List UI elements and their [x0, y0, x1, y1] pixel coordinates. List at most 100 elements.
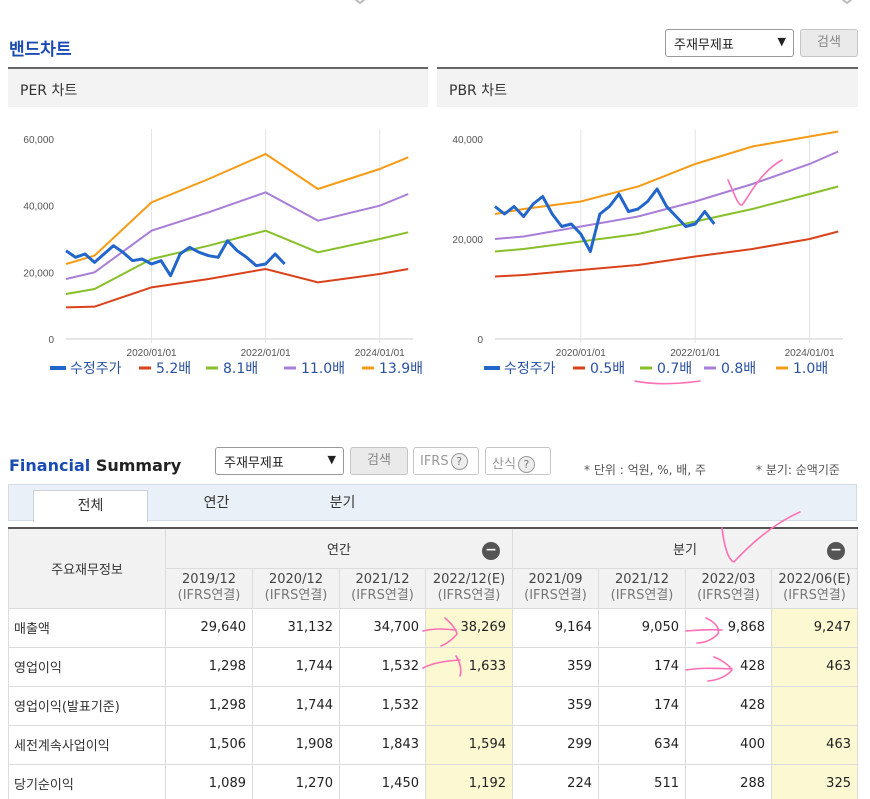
group-quarter-label: 분기 [673, 542, 697, 558]
chevron-down-icon: ▼ [777, 35, 786, 48]
row-label[interactable]: 세전계속사업이익 [8, 724, 166, 765]
table-row: 영업이익 1,298 1,744 1,532 1,633 359 174 428 463 [8, 646, 858, 687]
chevron-down-icon: ▼ [327, 453, 336, 466]
legend-label: 수정주가 [504, 361, 556, 377]
table-cell: 463 [771, 646, 858, 687]
column-basis: (IFRS연결) [610, 588, 674, 603]
table-cell: 9,164 [512, 607, 599, 648]
table-cell: 1,270 [252, 763, 340, 799]
band-line-2 [494, 185, 839, 253]
table-cell [425, 685, 513, 726]
column-period: 2021/12 [614, 572, 669, 587]
row-header: 주요재무정보 [8, 527, 166, 609]
table-cell: 1,532 [339, 646, 426, 687]
help-icon: ? [517, 456, 535, 473]
x-tick-label: 2024/01/01 [785, 348, 835, 359]
x-tick-label: 2022/01/01 [241, 348, 291, 359]
table-cell: 359 [512, 685, 599, 726]
column-basis: (IFRS연결) [177, 588, 241, 603]
row-label[interactable]: 당기순이익 [8, 763, 166, 799]
formula-button[interactable]: 산식? [485, 447, 551, 475]
table-cell: 1,532 [339, 685, 426, 726]
table-cell: 29,640 [165, 607, 253, 648]
row-label[interactable]: 매출액 [8, 607, 166, 648]
band-line-4 [494, 130, 839, 215]
legend-label: 13.9배 [379, 361, 423, 377]
column-header: 2022/06(E) (IFRS연결) [771, 567, 858, 609]
collapse-quarter-icon[interactable]: − [827, 542, 845, 560]
band-line-2 [65, 229, 409, 295]
pbr-chart-title: PBR 차트 [437, 67, 858, 107]
table-row: 당기순이익 1,089 1,270 1,450 1,192 224 511 288 325 [8, 763, 858, 799]
table-cell: 1,192 [425, 763, 513, 799]
legend-label: 1.0배 [793, 361, 828, 377]
column-basis: (IFRS연결) [697, 588, 760, 603]
table-cell: 428 [685, 685, 772, 726]
band-chart-title: 밴드차트 [9, 40, 72, 60]
band-line-4 [65, 152, 409, 265]
group-annual: 연간 − [165, 527, 513, 569]
column-period: 2021/12 [355, 572, 410, 587]
fs-title-b: Summary [95, 456, 182, 475]
column-period: 2021/09 [528, 572, 583, 587]
table-cell: 1,633 [425, 646, 513, 687]
table-row: 세전계속사업이익 1,506 1,908 1,843 1,594 299 634 400 463 [8, 724, 858, 765]
table-cell: 174 [598, 685, 686, 726]
table-cell: 463 [771, 724, 858, 765]
collapse-annual-icon[interactable]: − [482, 542, 500, 560]
column-header: 2019/12 (IFRS연결) [165, 567, 253, 609]
legend-label: 0.7배 [657, 361, 692, 377]
tab-all[interactable]: 전체 [33, 490, 148, 522]
price-line [65, 239, 286, 278]
table-cell: 299 [512, 724, 599, 765]
table-cell: 9,247 [771, 607, 858, 648]
y-tick-label: 40,000 [23, 202, 54, 213]
y-tick-label: 20,000 [23, 268, 54, 279]
legend-label: 0.8배 [721, 361, 756, 377]
table-cell: 224 [512, 763, 599, 799]
tab-quarterly[interactable]: 분기 [329, 495, 356, 511]
band-select-value: 주재무제표 [674, 38, 734, 53]
x-tick-label: 2024/01/01 [355, 348, 405, 359]
column-basis: (IFRS연결) [264, 588, 328, 603]
table-row: 매출액 29,640 31,132 34,700 38,269 9,164 9,050 9,8… [8, 607, 858, 648]
ifrs-button[interactable]: IFRS? [413, 447, 479, 475]
y-tick-label: 20,000 [452, 235, 483, 246]
legend-label: 5.2배 [156, 361, 191, 377]
legend-label: 8.1배 [223, 361, 258, 377]
table-cell: 1,744 [252, 646, 340, 687]
table-cell: 9,868 [685, 607, 772, 648]
table-cell: 1,089 [165, 763, 253, 799]
column-basis: (IFRS연결) [524, 588, 587, 603]
formula-label: 산식 [492, 457, 516, 472]
y-tick-label: 0 [48, 335, 54, 346]
table-cell: 34,700 [339, 607, 426, 648]
row-label[interactable]: 영업이익(발표기준) [8, 685, 166, 726]
table-cell: 1,506 [165, 724, 253, 765]
column-basis: (IFRS연결) [351, 588, 414, 603]
fs-statement-select[interactable]: 주재무제표 ▼ [215, 447, 344, 475]
band-statement-select[interactable]: 주재무제표 ▼ [665, 29, 794, 57]
column-basis: (IFRS연결) [783, 588, 846, 603]
tab-annual[interactable]: 연간 [203, 495, 230, 511]
column-header: 2021/09 (IFRS연결) [512, 567, 599, 609]
band-line-3 [494, 150, 839, 240]
legend-label: 0.5배 [590, 361, 625, 377]
row-label[interactable]: 영업이익 [8, 646, 166, 687]
y-tick-label: 60,000 [23, 135, 54, 146]
group-quarter: 분기 − [512, 527, 858, 569]
per-chart-title: PER 차트 [8, 67, 428, 107]
table-cell: 428 [685, 646, 772, 687]
x-tick-label: 2020/01/01 [556, 348, 606, 359]
x-tick-label: 2022/01/01 [670, 348, 720, 359]
table-cell: 1,908 [252, 724, 340, 765]
table-cell: 1,298 [165, 646, 253, 687]
band-search-button[interactable]: 검색 [800, 29, 858, 57]
per-chart: 60,000 40,000 20,000 0 2020/01/01 2022/01/01 2… [23, 129, 423, 377]
financial-summary-title: Financial Summary [9, 456, 181, 475]
table-cell: 325 [771, 763, 858, 799]
column-period: 2019/12 [181, 572, 236, 587]
legend-label: 수정주가 [70, 361, 122, 377]
column-header: 2021/12 (IFRS연결) [339, 567, 426, 609]
fs-search-button[interactable]: 검색 [350, 447, 408, 475]
